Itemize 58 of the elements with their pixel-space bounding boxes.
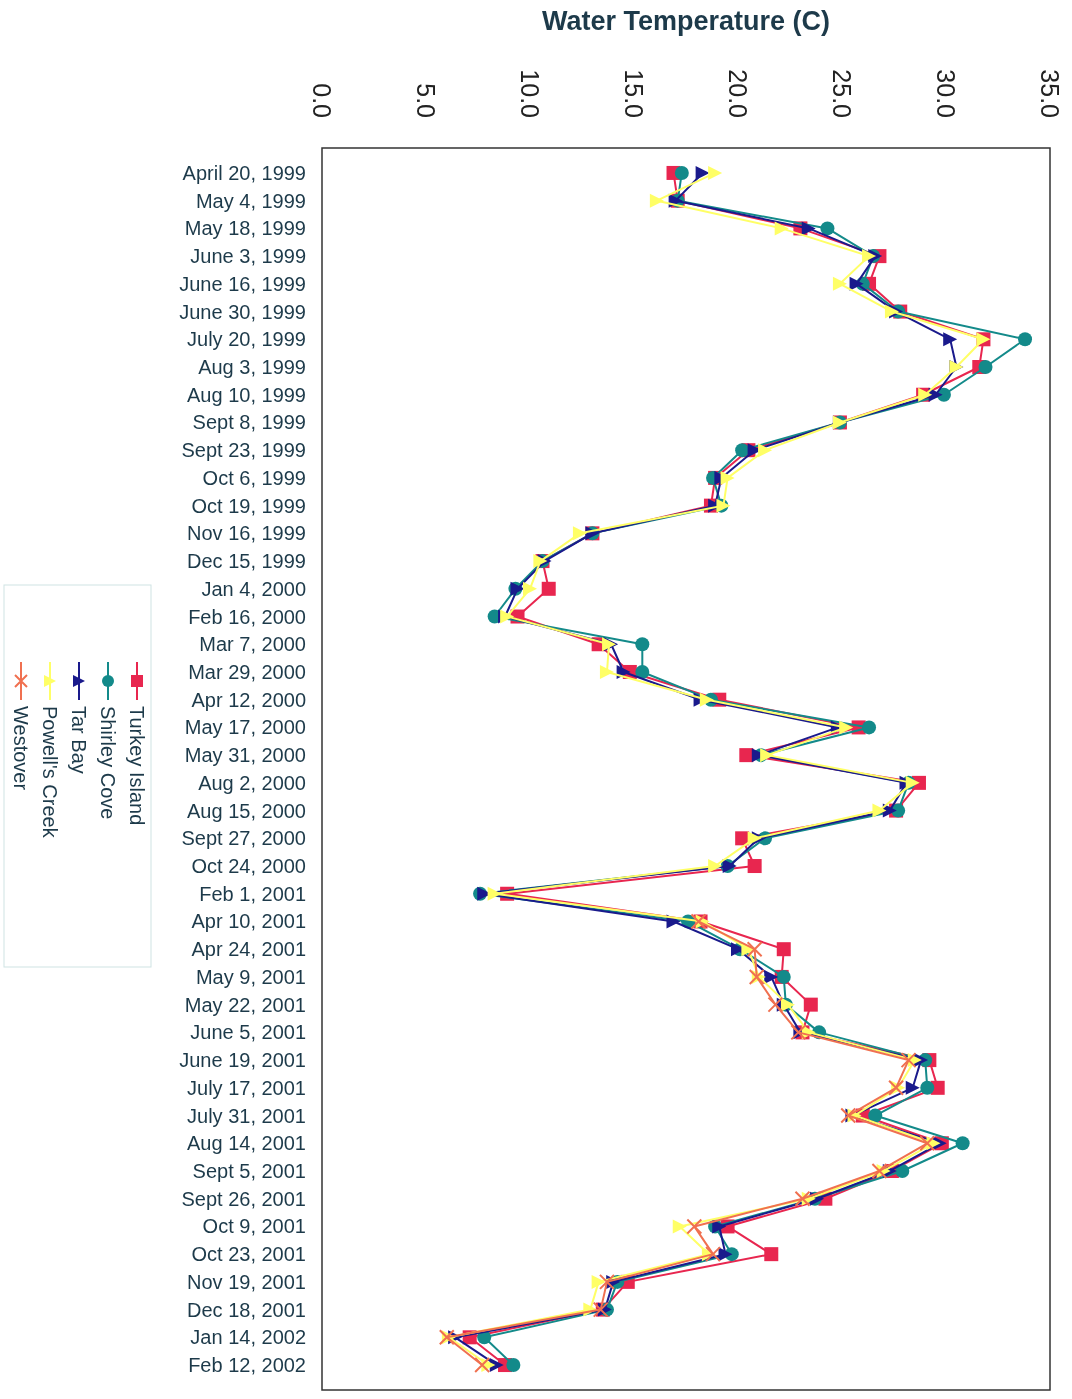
x-tick-label: 30.0 [932,69,960,118]
y-tick-label: Dec 18, 2001 [187,1298,306,1321]
x-tick-label: 15.0 [620,69,648,118]
y-tick-label: Oct 19, 1999 [191,494,306,517]
y-tick-label: Sept 27, 2000 [181,827,306,850]
y-tick-label: Sept 8, 1999 [192,411,306,434]
y-tick-label: Dec 15, 1999 [187,550,306,573]
y-tick-label: Jan 4, 2000 [201,577,306,600]
y-tick-label: Nov 19, 2001 [187,1270,306,1293]
y-tick-label: Sept 26, 2001 [181,1187,306,1210]
y-tick-label: June 3, 1999 [190,245,306,268]
y-tick-label: June 30, 1999 [179,300,306,323]
x-tick-label: 25.0 [828,69,856,118]
y-tick-label: Oct 23, 2001 [191,1243,306,1266]
x-tick-label: 5.0 [412,83,440,118]
y-tick-label: May 18, 1999 [184,217,306,240]
y-tick-label: Aug 15, 2000 [187,799,306,822]
y-tick-label: Mar 7, 2000 [199,633,306,656]
y-tick-label: Feb 16, 2000 [188,605,306,628]
x-tick-label: 0.0 [308,83,336,118]
y-tick-label: April 20, 1999 [182,161,306,184]
legend-label: Powell's Creek [39,706,61,839]
y-tick-label: Oct 9, 2001 [202,1215,306,1238]
y-tick-label: Aug 2, 2000 [198,771,306,794]
legend-label: Tar Bay [68,706,90,774]
y-tick-label: July 17, 2001 [187,1076,306,1099]
y-tick-label: Apr 24, 2001 [191,938,306,961]
y-tick-label: July 20, 1999 [187,328,306,351]
y-tick-label: Sept 23, 1999 [181,439,306,462]
y-tick-label: Oct 6, 1999 [202,466,306,489]
y-tick-label: Aug 10, 1999 [187,383,306,406]
y-tick-label: June 19, 2001 [179,1049,306,1072]
x-tick-label: 35.0 [1036,69,1064,118]
y-tick-label: Feb 1, 2001 [199,882,306,905]
y-tick-label: Apr 12, 2000 [191,688,306,711]
y-tick-label: Sept 5, 2001 [192,1159,306,1182]
legend-label: Turkey Island [126,706,148,826]
y-tick-label: Apr 10, 2001 [191,910,306,933]
legend-label: Shirley Cove [97,706,119,820]
y-tick-label: Oct 24, 2000 [191,855,306,878]
y-tick-label: June 5, 2001 [190,1021,306,1044]
legend-label: Westover [10,706,32,791]
y-tick-label: Aug 14, 2001 [187,1132,306,1155]
y-tick-label: May 17, 2000 [184,716,306,739]
y-tick-label: Aug 3, 1999 [198,356,306,379]
x-axis-title: Water Temperature (C) [541,6,831,36]
y-tick-label: Feb 12, 2002 [188,1354,306,1377]
x-tick-label: 10.0 [516,69,544,118]
y-tick-label: May 9, 2001 [195,965,306,988]
y-tick-label: Nov 16, 1999 [187,522,306,545]
y-tick-label: July 31, 2001 [187,1104,306,1127]
y-tick-label: Mar 29, 2000 [188,660,306,683]
y-tick-label: May 22, 2001 [184,993,306,1016]
x-tick-label: 20.0 [724,69,752,118]
y-tick-label: May 4, 1999 [195,189,306,212]
y-tick-label: June 16, 1999 [179,272,306,295]
y-tick-label: May 31, 2000 [184,744,306,767]
y-tick-label: Jan 14, 2002 [190,1326,306,1349]
